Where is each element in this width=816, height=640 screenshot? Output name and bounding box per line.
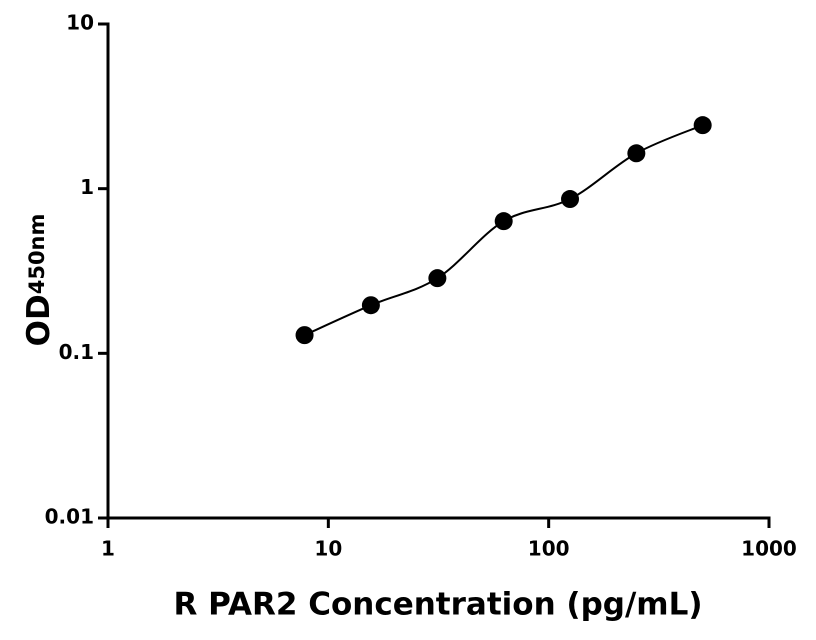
data-point: [561, 190, 580, 209]
y-tick-label: 10: [66, 11, 94, 35]
data-point: [361, 296, 380, 315]
x-tick-label: 1000: [741, 537, 797, 561]
y-tick-label: 0.01: [45, 505, 94, 529]
y-tick-label: 0.1: [59, 340, 94, 364]
x-axis-label: R PAR2 Concentration (pg/mL): [173, 587, 702, 623]
data-point: [295, 326, 314, 345]
data-point: [627, 144, 646, 163]
y-axis-label: OD450nm: [21, 214, 57, 347]
data-point: [494, 212, 513, 231]
x-tick-label: 100: [528, 537, 570, 561]
y-tick-label: 1: [80, 175, 94, 199]
y-axis-label-subscript: 450nm: [25, 214, 49, 295]
data-point: [428, 269, 447, 288]
x-tick-label: 1: [101, 537, 115, 561]
x-tick-label: 10: [314, 537, 342, 561]
data-point: [693, 116, 712, 135]
y-axis-label-main: OD: [21, 294, 57, 346]
